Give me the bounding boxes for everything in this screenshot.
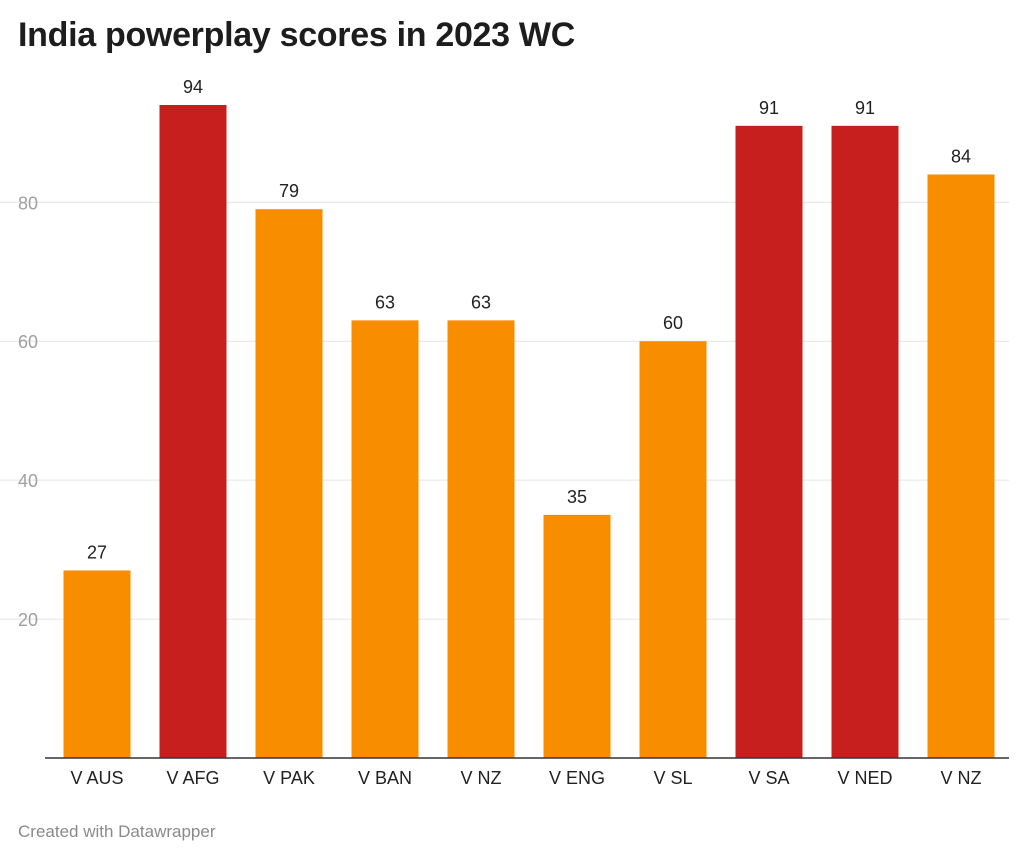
value-label: 91 <box>759 98 779 118</box>
value-label: 91 <box>855 98 875 118</box>
y-tick-label: 60 <box>18 332 38 352</box>
bar <box>351 320 419 758</box>
bars <box>63 105 995 758</box>
bar-chart: 20 40 60 80 27 94 79 63 63 35 60 91 91 84 V AUS V AFG… <box>0 77 1009 788</box>
value-labels: 27 94 79 63 63 35 60 91 91 84 <box>87 77 971 562</box>
y-tick-label: 40 <box>18 471 38 491</box>
bar <box>735 125 803 758</box>
category-label: V NED <box>837 768 892 788</box>
bar <box>639 341 707 758</box>
category-label: V AFG <box>166 768 219 788</box>
value-label: 63 <box>471 292 491 312</box>
value-label: 60 <box>663 313 683 333</box>
chart-title: India powerplay scores in 2023 WC <box>18 16 575 54</box>
bar <box>255 209 323 758</box>
category-label: V AUS <box>70 768 123 788</box>
category-label: V SA <box>748 768 789 788</box>
value-label: 94 <box>183 77 203 97</box>
category-label: V PAK <box>263 768 315 788</box>
y-tick-label: 20 <box>18 610 38 630</box>
bar <box>927 174 995 758</box>
category-label: V SL <box>653 768 692 788</box>
bar <box>159 105 227 758</box>
y-axis-ticks: 20 40 60 80 <box>18 193 38 630</box>
value-label: 84 <box>951 146 971 166</box>
category-label: V ENG <box>549 768 605 788</box>
value-label: 63 <box>375 292 395 312</box>
value-label: 27 <box>87 542 107 562</box>
bar <box>831 125 899 758</box>
y-tick-label: 80 <box>18 193 38 213</box>
category-label: V BAN <box>358 768 412 788</box>
credit-text: Created with Datawrapper <box>18 822 216 841</box>
bar <box>63 570 131 758</box>
category-labels: V AUS V AFG V PAK V BAN V NZ V ENG V SL V SA V N… <box>70 768 981 788</box>
bar <box>447 320 515 758</box>
category-label: V NZ <box>460 768 501 788</box>
category-label: V NZ <box>940 768 981 788</box>
value-label: 35 <box>567 487 587 507</box>
bar <box>543 514 611 758</box>
value-label: 79 <box>279 181 299 201</box>
